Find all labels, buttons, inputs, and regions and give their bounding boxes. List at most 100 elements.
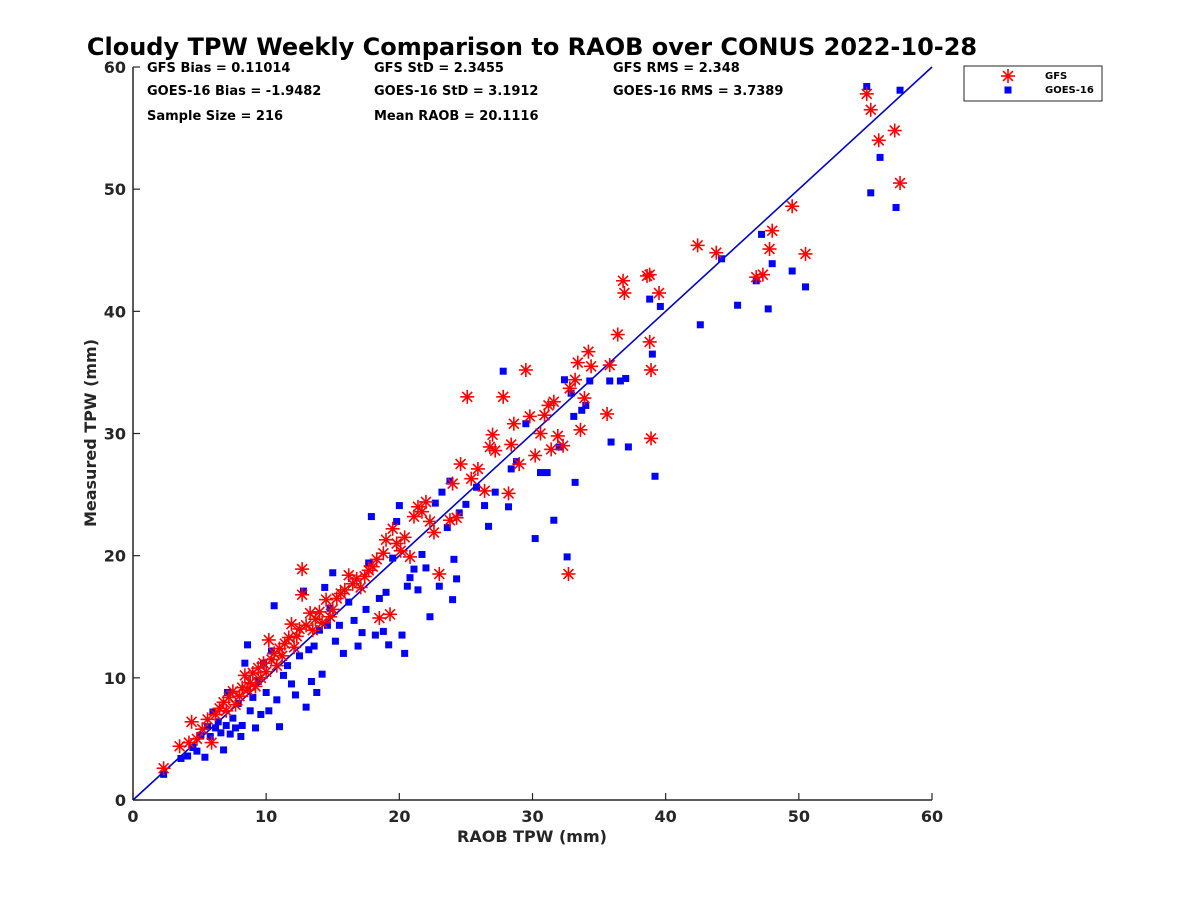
gfs-point [798,246,813,261]
goes16-point [606,377,614,385]
gfs-point [893,176,908,191]
goes16-point [273,696,281,704]
legend[interactable]: GFS GOES-16 [963,65,1103,102]
goes16-point [201,753,209,761]
gfs-point [383,607,398,622]
x-tick-label: 60 [921,807,943,826]
goes16-point [214,718,222,726]
goes16-point [607,438,615,446]
goes16-point [371,631,379,639]
goes16-point [418,550,426,558]
y-tick-label: 60 [104,58,126,77]
gfs-point [477,483,492,498]
goes16-point [339,649,347,657]
gfs-point [600,406,615,421]
gfs-point [546,394,561,409]
goes16-point [323,621,331,629]
goes16-point [435,582,443,590]
gfs-point [204,735,219,750]
goes16-point [241,659,249,667]
goes16-point [696,321,704,329]
goes16-point [867,189,875,197]
gfs-point [393,543,408,558]
goes16-point [758,230,766,238]
goes16-point [234,699,242,707]
x-tick-label: 30 [521,807,543,826]
gfs-point [418,494,433,509]
gfs-point [644,362,659,377]
gfs-point [887,123,902,138]
gfs-point [871,133,886,148]
gfs-point [577,391,592,406]
goes16-point [335,621,343,629]
goes16-point [863,83,871,91]
goes16-point [318,670,326,678]
goes16-point [485,522,493,530]
gfs-point [464,471,479,486]
goes16-point [481,502,489,510]
gfs-point [305,623,320,638]
x-tick-label: 20 [388,807,410,826]
goes16-point [291,691,299,699]
goes16-point [438,488,446,496]
goes16-point [616,377,624,385]
goes16-point [326,604,334,612]
gfs-point [281,630,296,645]
goes16-point [768,260,776,268]
goes16-point [305,646,313,654]
gfs-point [287,640,302,655]
goes16-point [764,305,772,313]
goes16-point [302,703,310,711]
goes16-point [350,616,358,624]
goes16-point [232,724,240,732]
goes16-point [410,565,418,573]
goes16-point [313,688,321,696]
goes16-point [422,564,430,572]
gfs-point [389,536,404,551]
gfs-point [402,549,417,564]
gfs-point [570,355,585,370]
gfs-point [652,286,667,301]
gfs-point [504,437,519,452]
gfs-point [460,389,475,404]
gfs-point [642,334,657,349]
goes16-point [393,517,401,525]
gfs-point [562,381,577,396]
y-tick-label: 0 [115,791,126,810]
goes16-point [563,553,571,561]
goes16-point [238,721,246,729]
x-tick-label: 10 [255,807,277,826]
x-axis-label: RAOB TPW (mm) [457,827,607,846]
gfs-point [156,761,171,776]
goes16-point [287,680,295,688]
gfs-point [248,679,263,694]
goes16-point [345,598,353,606]
goes16-point [896,86,904,94]
goes16-point [244,641,252,649]
goes16-point [571,478,579,486]
stat-goes-std: GOES-16 StD = 3.1912 [374,84,538,99]
gfs-point [397,530,412,545]
goes16-point [299,587,307,595]
goes16-point [265,707,273,715]
gfs-point [426,525,441,540]
goes16-point [624,443,632,451]
x-tick-label: 50 [788,807,810,826]
goes16-point [262,688,270,696]
goes16-point [249,693,257,701]
goes16-point [229,714,237,722]
goes16-point [646,295,654,303]
goes16-point [362,605,370,613]
goes16-point [204,723,212,731]
goes16-point [536,469,544,477]
gfs-point [319,592,334,607]
legend-gfs-asterisk [1001,69,1015,83]
gfs-point [584,359,599,374]
goes16-point [555,443,563,451]
gfs-point [522,409,537,424]
goes16-point [307,677,315,685]
gfs-point [642,267,657,282]
goes16-point [217,729,225,737]
legend-goes16-square [1004,86,1012,94]
goes16-point [220,746,228,754]
